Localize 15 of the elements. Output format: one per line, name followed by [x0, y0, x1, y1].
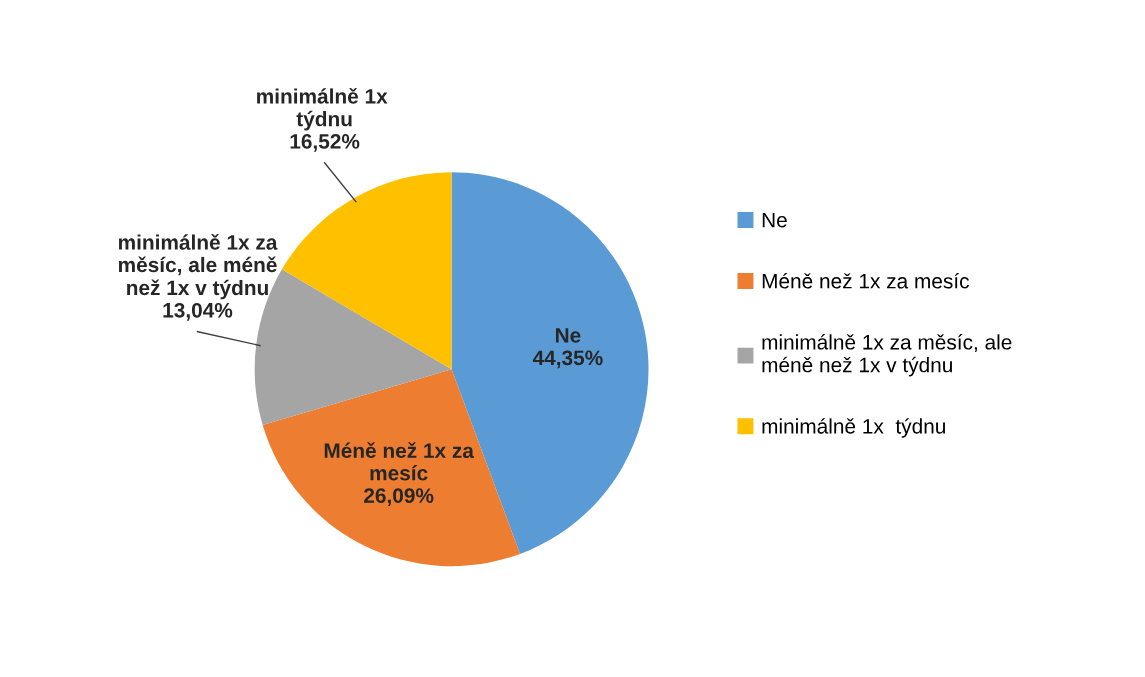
legend-label: minimálně 1x za měsíc, ale méně než 1x v týdnu: [762, 334, 1012, 377]
slice-label: Ne: [555, 328, 581, 343]
slice-label: minimálně 1x týdnu: [257, 87, 388, 131]
slice-label: minimálně 1x za měsíc, ale méně než 1x v týdnu: [118, 234, 278, 300]
pie-slice: [281, 172, 452, 370]
legend-label: Méně než 1x za mesíc: [762, 272, 969, 289]
slice-label: Méně než 1x za mesíc: [324, 442, 475, 481]
data-label: 44,35%: [532, 350, 603, 369]
legend-label: minimálně 1x týdnu: [762, 418, 945, 438]
pie-slice: [262, 369, 521, 567]
legend-label: Ne: [762, 212, 787, 228]
data-label: 16,52%: [290, 134, 360, 152]
pie-slice: [451, 172, 649, 554]
data-label: 13,04%: [163, 302, 233, 321]
data-label: 26,09%: [364, 488, 434, 506]
